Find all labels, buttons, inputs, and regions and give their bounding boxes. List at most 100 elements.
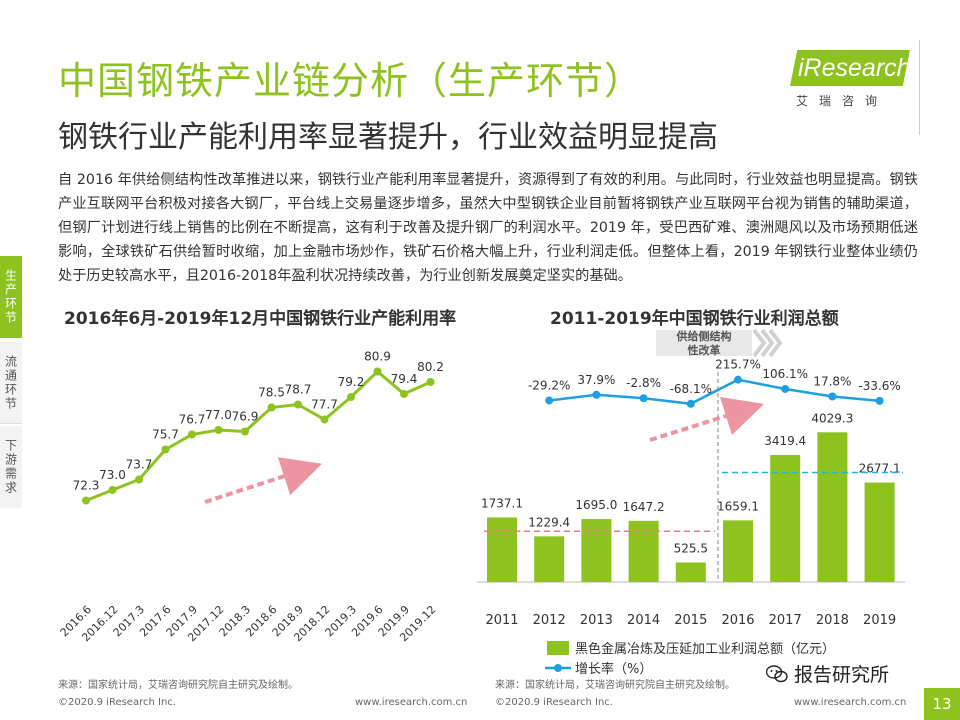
utilization-point xyxy=(241,427,249,436)
reform-annotation-label-2: 性改革 xyxy=(688,343,721,357)
growth-line xyxy=(549,378,880,406)
footer-url-left[interactable]: www.iresearch.com.cn xyxy=(355,697,468,708)
legend-line-marker xyxy=(554,664,562,672)
profit-value-label: 1737.1 xyxy=(481,496,523,510)
footer-copyright-right: ©2020.9 iResearch Inc. xyxy=(495,697,613,708)
profit-x-tick-label: 2011 xyxy=(485,613,518,628)
growth-point xyxy=(828,392,837,401)
profit-value-label: 3419.4 xyxy=(764,434,806,448)
profit-bar xyxy=(770,454,801,582)
side-tab-production[interactable]: 生产环节 xyxy=(0,256,22,338)
utilization-point xyxy=(267,403,276,412)
profit-bar xyxy=(534,536,565,582)
trend-arrow xyxy=(649,396,765,442)
body-paragraph: 自 2016 年供给侧结构性改革推进以来，钢铁行业产能利用率显著提升，资源得到了… xyxy=(58,172,918,284)
side-tab-downstream[interactable]: 下游需求 xyxy=(0,426,22,508)
growth-point xyxy=(639,394,648,403)
profit-bar xyxy=(487,517,517,582)
logo-cn-text: 艾瑞咨询 xyxy=(796,94,889,108)
page-subtitle: 钢铁行业产能利用率显著提升，行业效益明显提高 xyxy=(58,120,718,155)
growth-value-label: -68.1% xyxy=(670,382,712,396)
chevron-arrow-icon xyxy=(760,328,775,358)
profit-value-label: 4029.3 xyxy=(811,411,853,425)
logo-text: iResearch xyxy=(798,54,911,82)
profit-x-tick-label: 2016 xyxy=(721,613,754,628)
utilization-point xyxy=(320,415,329,424)
profit-value-label: 1229.4 xyxy=(528,515,570,529)
growth-point xyxy=(875,396,884,405)
utilization-value-label: 75.7 xyxy=(152,428,179,442)
utilization-point xyxy=(294,400,302,409)
growth-value-label: 215.7% xyxy=(715,358,761,372)
growth-value-label: -33.6% xyxy=(858,379,900,393)
utilization-value-label: 73.7 xyxy=(126,458,153,472)
profit-x-tick-label: 2018 xyxy=(816,613,849,628)
page-title: 中国钢铁产业链分析（生产环节） xyxy=(58,59,644,103)
utilization-point xyxy=(135,475,143,484)
growth-value-label: 37.9% xyxy=(577,373,615,387)
utilization-point xyxy=(426,378,435,386)
utilization-value-label: 76.7 xyxy=(179,413,206,427)
growth-point xyxy=(545,396,554,405)
profit-bar xyxy=(723,520,753,582)
utilization-value-label: 79.4 xyxy=(391,372,418,386)
reform-annotation-label-1: 供给侧结构 xyxy=(676,329,732,343)
profit-value-label: 1659.1 xyxy=(717,499,759,513)
profit-chart: 1737.1 2011 1229.4 2012 1695.0 2013 1647.2 2014… xyxy=(477,328,905,677)
source-note-left: 来源：国家统计局，艾瑞咨询研究院自主研究及绘制。 xyxy=(58,680,298,691)
chevron-arrow-icon xyxy=(768,328,783,358)
wechat-watermark: 报告研究所 xyxy=(766,660,889,687)
profit-x-tick-label: 2017 xyxy=(769,613,802,628)
utilization-point xyxy=(161,445,170,454)
chart-title-profit: 2011-2019年中国钢铁行业利润总额 xyxy=(550,309,839,329)
utilization-value-label: 72.3 xyxy=(73,479,100,493)
utilization-point xyxy=(400,390,408,398)
utilization-point xyxy=(373,367,382,376)
profit-x-tick-label: 2012 xyxy=(533,613,566,628)
source-note-right: 来源：国家统计局，艾瑞咨询研究院自主研究及绘制。 xyxy=(495,680,735,691)
growth-point xyxy=(592,390,601,399)
utilization-point xyxy=(82,496,90,505)
growth-point xyxy=(781,384,790,393)
wechat-label: 报告研究所 xyxy=(794,664,890,686)
footer-url-right[interactable]: www.iresearch.com.cn xyxy=(794,697,907,708)
reform-annotation-box xyxy=(656,330,752,356)
utilization-value-label: 77.0 xyxy=(205,408,232,422)
legend-bar-label: 黑色金属冶炼及压延加工业利润总额（亿元） xyxy=(575,641,835,657)
utilization-line xyxy=(85,369,432,502)
utilization-value-label: 80.9 xyxy=(364,350,391,364)
growth-point xyxy=(686,399,695,408)
legend-bar-swatch xyxy=(547,641,569,655)
growth-value-label: 17.8% xyxy=(813,374,851,388)
utilization-value-label: 73.0 xyxy=(99,468,126,482)
chevron-arrow-icon xyxy=(752,328,767,358)
growth-value-label: 106.1% xyxy=(762,367,808,381)
utilization-point xyxy=(188,430,196,439)
utilization-value-label: 79.2 xyxy=(338,375,365,389)
profit-x-tick-label: 2019 xyxy=(863,613,896,628)
profit-value-label: 525.5 xyxy=(674,541,708,555)
wechat-icon xyxy=(766,664,788,682)
footer-copyright-left: ©2020.9 iResearch Inc. xyxy=(58,697,176,708)
profit-bar xyxy=(817,432,848,582)
growth-value-label: -29.2% xyxy=(528,378,570,392)
iresearch-logo: iResearch 艾瑞咨询 xyxy=(790,42,918,114)
profit-bar xyxy=(675,562,706,582)
utilization-point xyxy=(108,486,117,494)
profit-bar xyxy=(628,520,659,582)
profit-x-tick-label: 2014 xyxy=(627,613,660,628)
legend-line-label: 增长率（%） xyxy=(575,661,652,677)
utilization-value-label: 80.2 xyxy=(417,360,444,374)
profit-value-label: 1695.0 xyxy=(575,498,617,512)
profit-value-label: 2677.1 xyxy=(859,462,901,476)
utilization-value-label: 78.5 xyxy=(258,386,285,400)
page-number: 13 xyxy=(924,688,960,720)
utilization-point xyxy=(347,393,355,401)
side-tab-circulation[interactable]: 流通环节 xyxy=(0,342,22,424)
utilization-chart: 72.373.073.7 75.776.7 77.0 76.9 78.5 78.777.7… xyxy=(58,350,444,645)
growth-value-label: -2.8% xyxy=(626,376,661,390)
growth-point xyxy=(734,375,742,384)
profit-x-tick-label: 2013 xyxy=(580,613,613,628)
chart-title-utilization: 2016年6月-2019年12月中国钢铁行业产能利用率 xyxy=(64,309,457,329)
